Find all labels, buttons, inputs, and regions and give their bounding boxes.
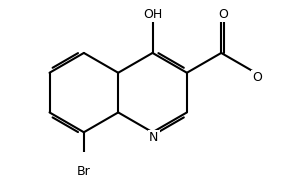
Text: O: O bbox=[252, 71, 262, 84]
Text: OH: OH bbox=[143, 8, 162, 21]
Text: Br: Br bbox=[77, 165, 91, 178]
Text: N: N bbox=[149, 131, 158, 144]
Text: O: O bbox=[218, 8, 228, 21]
